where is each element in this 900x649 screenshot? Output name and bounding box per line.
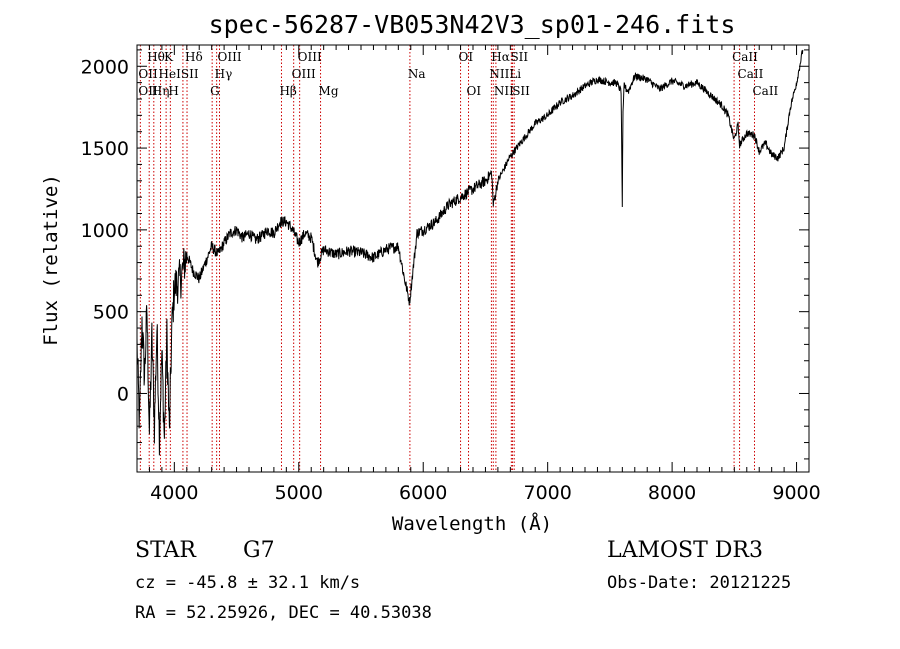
line-label: CaII xyxy=(752,84,778,98)
x-tick-label: 6000 xyxy=(399,482,447,504)
line-label: CaII xyxy=(732,50,758,64)
x-tick-label: 9000 xyxy=(772,482,820,504)
spectrum-layer xyxy=(136,49,804,456)
line-label: Hθ xyxy=(147,50,165,64)
line-label: Hη xyxy=(152,84,170,98)
x-tick-label: 5000 xyxy=(275,482,323,504)
line-label: Hβ xyxy=(279,84,296,98)
line-label: Li xyxy=(509,67,521,81)
y-tick-label: 500 xyxy=(93,302,129,324)
line-label: Hα xyxy=(491,50,510,64)
x-axis-label: Wavelength (Å) xyxy=(392,512,552,535)
line-label: NII xyxy=(489,67,509,81)
line-label: Na xyxy=(408,67,426,81)
y-tick-label: 1000 xyxy=(81,220,129,242)
line-label: CaII xyxy=(738,67,764,81)
object-class: STAR xyxy=(135,538,196,563)
line-label: OIII xyxy=(298,50,322,64)
line-label: OII xyxy=(138,67,158,81)
redshift-cz: cz = -45.8 ± 32.1 km/s xyxy=(135,573,361,593)
x-tick-label: 7000 xyxy=(523,482,571,504)
object-subclass: G7 xyxy=(243,538,275,563)
line-label: OI xyxy=(467,84,482,98)
line-label: G xyxy=(210,84,220,98)
line-label: NII xyxy=(494,84,514,98)
line-markers xyxy=(139,45,755,472)
plot-frame xyxy=(136,44,810,473)
line-label: Mg xyxy=(319,84,339,98)
line-label: Hγ xyxy=(215,67,233,81)
spectrum-trace xyxy=(136,49,804,456)
y-tick-label: 0 xyxy=(117,383,129,405)
line-label: SII xyxy=(512,84,530,98)
y-axis: 0 500 1000 1500 2000 xyxy=(81,49,809,460)
line-label: OII xyxy=(138,84,158,98)
y-axis-label: Flux (relative) xyxy=(40,174,62,346)
coordinates: RA = 52.25926, DEC = 40.53038 xyxy=(135,603,432,623)
survey-name: LAMOST DR3 xyxy=(607,538,763,563)
line-label: K xyxy=(164,50,174,64)
y-tick-label: 1500 xyxy=(81,138,129,160)
x-tick-label: 4000 xyxy=(150,482,198,504)
x-tick-label: 8000 xyxy=(648,482,696,504)
line-label: OI xyxy=(459,50,474,64)
chart-title: spec-56287-VB053N42V3_sp01-246.fits xyxy=(209,10,736,39)
line-label: H xyxy=(168,84,178,98)
line-label: SII xyxy=(181,67,199,81)
line-label: HeI xyxy=(159,67,182,81)
y-tick-label: 2000 xyxy=(81,56,129,78)
x-axis: 4000 5000 6000 7000 8000 9000 xyxy=(136,45,821,504)
line-label: Hδ xyxy=(185,50,203,64)
obs-date: Obs-Date: 20121225 xyxy=(607,573,792,593)
line-label: OIII xyxy=(292,67,316,81)
line-label: SII xyxy=(510,50,528,64)
line-label: OIII xyxy=(218,50,242,64)
